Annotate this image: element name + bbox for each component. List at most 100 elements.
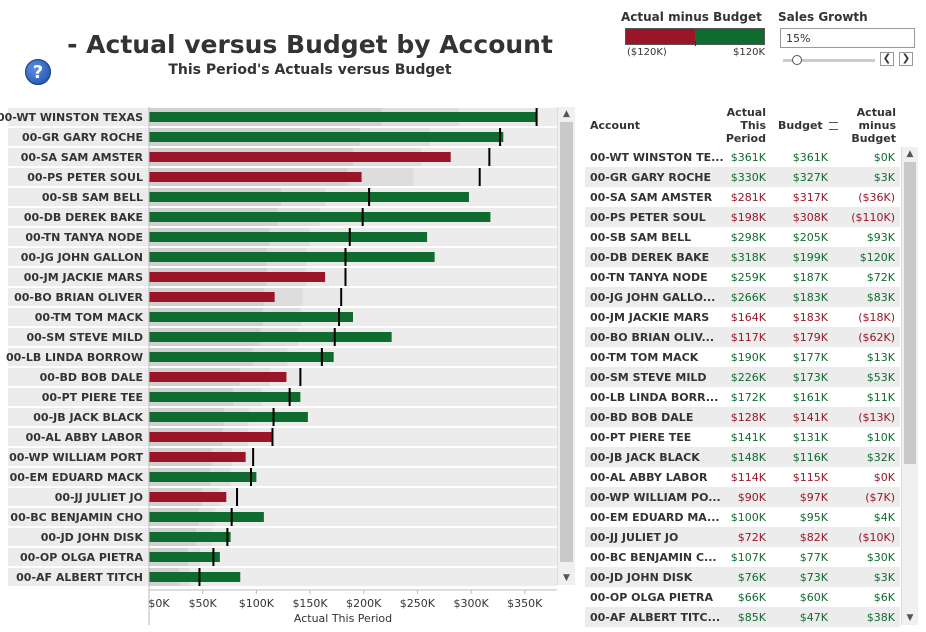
table-cell-diff: $13K xyxy=(866,351,895,364)
table-row[interactable]: 00-SB SAM BELL $298K $205K $93K xyxy=(585,227,900,247)
table-row[interactable]: 00-JJ JULIET JO $72K $82K ($10K) xyxy=(585,527,900,547)
table-row[interactable]: 00-WT WINSTON TE... $361K $361K $0K xyxy=(585,147,900,167)
account-label: 00-JG JOHN GALLON xyxy=(21,251,143,264)
actual-bar xyxy=(149,432,272,442)
table-cell-diff: ($13K) xyxy=(858,411,895,424)
table-cell-budget: $161K xyxy=(792,391,828,404)
table-cell-diff: ($7K) xyxy=(865,491,895,504)
actual-bar xyxy=(149,272,326,282)
table-cell-diff: $93K xyxy=(866,231,895,244)
account-label: 00-EM EDUARD MACK xyxy=(10,471,144,484)
table-cell-actual: $198K xyxy=(730,211,766,224)
chevron-right-icon[interactable]: ❯ xyxy=(899,52,913,66)
table-scrollbar[interactable]: ▲ ▼ xyxy=(901,147,918,625)
sales-growth-slider-track[interactable] xyxy=(783,59,875,62)
table-row[interactable]: 00-WP WILLIAM PO... $90K $97K ($7K) xyxy=(585,487,900,507)
account-label: 00-JB JACK BLACK xyxy=(33,411,143,424)
account-label: 00-JJ JULIET JO xyxy=(55,491,143,504)
table-row[interactable]: 00-BO BRIAN OLIV... $117K $179K ($62K) xyxy=(585,327,900,347)
table-cell-account: 00-EM EDUARD MA... xyxy=(590,511,720,524)
table-row[interactable]: 00-BC BENJAMIN C... $107K $77K $30K xyxy=(585,547,900,567)
actual-bar xyxy=(149,232,428,242)
chart-row-background xyxy=(8,488,557,506)
chart-row-background xyxy=(8,548,557,566)
account-label: 00-GR GARY ROCHE xyxy=(22,131,143,144)
table-row[interactable]: 00-SA SAM AMSTER $281K $317K ($36K) xyxy=(585,187,900,207)
table-cell-account: 00-JG JOHN GALLO... xyxy=(590,291,716,304)
table-cell-budget: $327K xyxy=(792,171,828,184)
table-cell-account: 00-SM STEVE MILD xyxy=(590,371,707,384)
table-cell-account: 00-AL ABBY LABOR xyxy=(590,471,708,484)
table-row[interactable]: 00-DB DEREK BAKE $318K $199K $120K xyxy=(585,247,900,267)
table-cell-budget: $141K xyxy=(792,411,828,424)
table-cell-actual: $128K xyxy=(730,411,766,424)
account-label: 00-SM STEVE MILD xyxy=(26,331,143,344)
x-tick-label: $300K xyxy=(453,597,489,610)
table-cell-diff: $11K xyxy=(866,391,895,404)
table-cell-budget: $308K xyxy=(792,211,828,224)
actual-bar xyxy=(149,132,504,142)
table-cell-budget: $183K xyxy=(792,311,828,324)
table-row[interactable]: 00-JG JOHN GALLO... $266K $183K $83K xyxy=(585,287,900,307)
table-cell-account: 00-JJ JULIET JO xyxy=(590,531,679,544)
actual-bar xyxy=(149,152,451,162)
table-row[interactable]: 00-JM JACKIE MARS $164K $183K ($18K) xyxy=(585,307,900,327)
account-label: 00-WP WILLIAM PORT xyxy=(9,451,143,464)
chart-row-background xyxy=(8,468,557,486)
table-cell-account: 00-LB LINDA BORR... xyxy=(590,391,719,404)
actual-bar xyxy=(149,192,469,202)
table-row[interactable]: 00-BD BOB DALE $128K $141K ($13K) xyxy=(585,407,900,427)
table-row[interactable]: 00-GR GARY ROCHE $330K $327K $3K xyxy=(585,167,900,187)
sales-growth-input[interactable]: 15% xyxy=(780,28,915,48)
actual-bar xyxy=(149,452,246,462)
chart-scrollbar[interactable]: ▲ ▼ xyxy=(557,107,575,585)
x-tick-label: $200K xyxy=(346,597,382,610)
table-scroll-down-icon[interactable]: ▼ xyxy=(906,613,914,623)
table-row[interactable]: 00-TN TANYA NODE $259K $187K $72K xyxy=(585,267,900,287)
table-row[interactable]: 00-EM EDUARD MA... $100K $95K $4K xyxy=(585,507,900,527)
account-label: 00-DB DEREK BAKE xyxy=(24,211,143,224)
table-row[interactable]: 00-OP OLGA PIETRA $66K $60K $6K xyxy=(585,587,900,607)
table-cell-budget: $82K xyxy=(799,531,828,544)
table-row[interactable]: 00-SM STEVE MILD $226K $173K $53K xyxy=(585,367,900,387)
account-label: 00-SB SAM BELL xyxy=(42,191,143,204)
table-scroll-thumb[interactable] xyxy=(904,162,916,464)
scroll-up-icon[interactable]: ▲ xyxy=(563,109,570,119)
table-row[interactable]: 00-TM TOM MACK $190K $177K $13K xyxy=(585,347,900,367)
sales-growth-slider-thumb[interactable] xyxy=(791,55,802,65)
table-cell-budget: $187K xyxy=(792,271,828,284)
table-cell-budget: $115K xyxy=(792,471,828,484)
x-tick-label: $250K xyxy=(400,597,436,610)
table-row[interactable]: 00-JD JOHN DISK $76K $73K $3K xyxy=(585,567,900,587)
table-row[interactable]: 00-AL ABBY LABOR $114K $115K $0K xyxy=(585,467,900,487)
account-label: 00-TM TOM MACK xyxy=(35,311,144,324)
table-cell-account: 00-WT WINSTON TE... xyxy=(590,151,724,164)
table-row[interactable]: 00-PS PETER SOUL $198K $308K ($110K) xyxy=(585,207,900,227)
table-cell-actual: $85K xyxy=(737,611,766,624)
help-icon[interactable]: ? xyxy=(25,59,51,85)
table-cell-budget: $97K xyxy=(799,491,828,504)
table-header-budget[interactable]: Budget xyxy=(778,119,838,132)
sort-icon[interactable] xyxy=(828,122,838,130)
actual-bar xyxy=(149,212,491,222)
table-cell-diff: ($18K) xyxy=(858,311,895,324)
chart-scroll-thumb[interactable] xyxy=(560,122,573,562)
table-row[interactable]: 00-JB JACK BLACK $148K $116K $32K xyxy=(585,447,900,467)
table-row[interactable]: 00-AF ALBERT TITC... $85K $47K $38K xyxy=(585,607,900,627)
table-cell-account: 00-PS PETER SOUL xyxy=(590,211,706,224)
table-row[interactable]: 00-PT PIERE TEE $141K $131K $10K xyxy=(585,427,900,447)
table-cell-actual: $266K xyxy=(730,291,766,304)
chart-row-background xyxy=(8,428,557,446)
table-scroll-up-icon[interactable]: ▲ xyxy=(906,149,914,159)
table-cell-diff: $3K xyxy=(873,571,895,584)
table-cell-actual: $330K xyxy=(730,171,766,184)
chevron-left-icon[interactable]: ❮ xyxy=(880,52,894,66)
actual-bar xyxy=(149,532,231,542)
actual-bar xyxy=(149,492,227,502)
chart-row-background xyxy=(8,568,557,586)
x-tick-label: $50K xyxy=(189,597,218,610)
scroll-down-icon[interactable]: ▼ xyxy=(563,573,570,583)
table-cell-actual: $361K xyxy=(730,151,766,164)
table-row[interactable]: 00-LB LINDA BORR... $172K $161K $11K xyxy=(585,387,900,407)
table-cell-budget: $116K xyxy=(792,451,828,464)
